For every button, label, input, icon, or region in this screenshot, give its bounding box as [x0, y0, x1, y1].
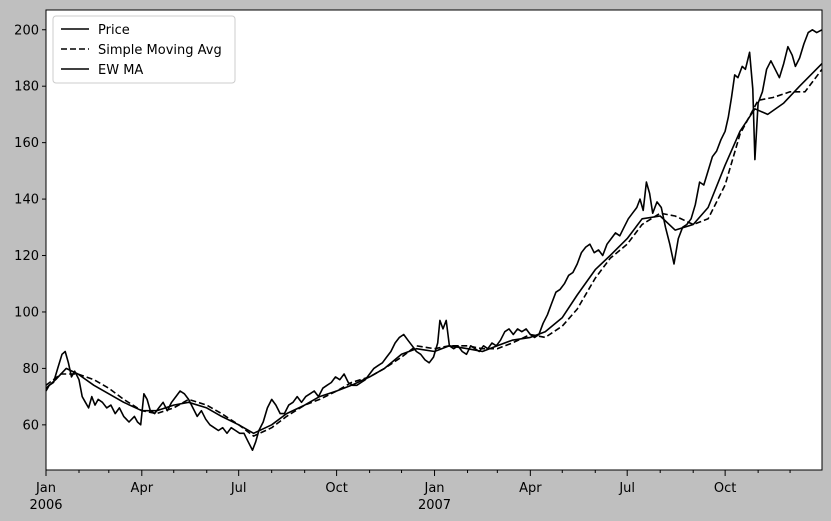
plot-frame: [45, 9, 823, 471]
x-tick-label: Jan: [35, 481, 56, 496]
x-tick-label: Apr: [131, 481, 154, 496]
series-line-0: [45, 29, 823, 451]
legend-box: [52, 15, 236, 84]
y-tick-label: 200: [14, 23, 39, 38]
legend: Price Simple Moving Avg EW MA: [52, 15, 236, 84]
x-tick-label: Jan: [424, 481, 445, 496]
legend-price-label: Price: [98, 23, 130, 38]
legend-ewma-label: EW MA: [98, 63, 143, 78]
y-tick-label: 100: [14, 305, 39, 320]
series-layer: [45, 29, 823, 451]
series-line-2: [45, 63, 823, 435]
y-tick-label: 80: [22, 362, 39, 377]
x-tick-label: Jul: [230, 481, 247, 496]
x-tick-label: Oct: [325, 481, 347, 496]
y-tick-label: 140: [14, 193, 39, 208]
y-tick-label: 160: [14, 136, 39, 151]
plot-area: [46, 10, 822, 470]
x-tick-label: Apr: [519, 481, 542, 496]
x-tick-year-label: 2007: [418, 498, 451, 513]
x-tick-label: Oct: [714, 481, 736, 496]
y-tick-label: 180: [14, 80, 39, 95]
legend-sma-label: Simple Moving Avg: [98, 43, 222, 58]
x-tick-year-label: 2006: [29, 498, 62, 513]
x-tick-label: Jul: [618, 481, 635, 496]
y-tick-label: 120: [14, 249, 39, 264]
y-tick-label: 60: [22, 418, 39, 433]
axes-layer: 60 80 100 120 140 160 180 200 Jan 2006 Apr Jul Oct Ja…: [14, 23, 791, 513]
